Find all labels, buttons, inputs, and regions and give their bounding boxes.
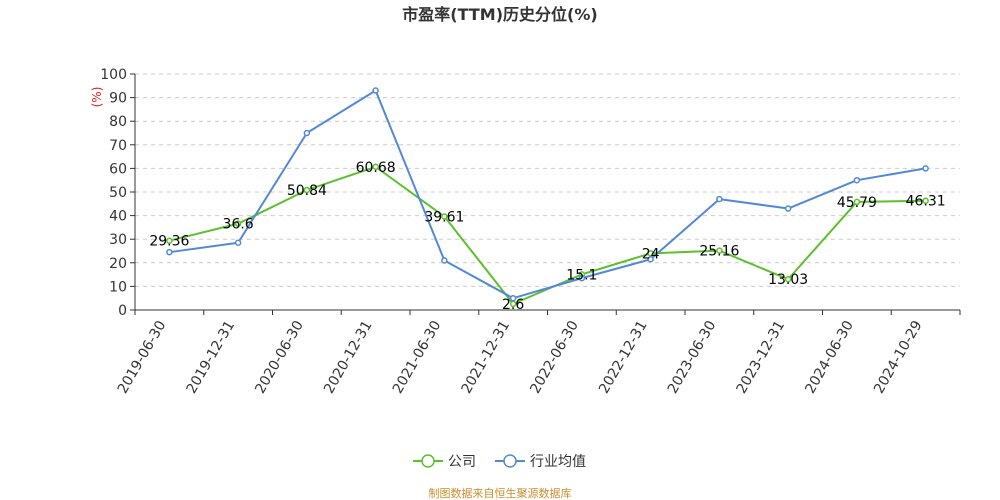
- y-tick-label: 60: [109, 161, 127, 177]
- y-tick-label: 0: [118, 303, 127, 319]
- series-1-point[interactable]: [922, 165, 929, 172]
- data-label: 46.31: [906, 194, 946, 210]
- data-label: 39.61: [424, 210, 464, 226]
- series-0-point[interactable]: [784, 275, 792, 283]
- series-1-point[interactable]: [784, 205, 792, 212]
- data-label: 45.79: [837, 195, 877, 211]
- data-label: 2.6: [502, 297, 524, 313]
- y-tick-label: 70: [109, 138, 127, 154]
- x-tick-label: 2020-06-30: [252, 318, 307, 396]
- x-tick-label: 2022-12-31: [596, 318, 651, 396]
- series-1-point[interactable]: [166, 248, 173, 256]
- series-1-point[interactable]: [853, 176, 861, 184]
- data-label: 13.03: [768, 272, 808, 288]
- data-label: 29.36: [149, 234, 189, 250]
- x-tick-label: 2021-12-31: [459, 318, 514, 396]
- series-1-point[interactable]: [509, 294, 517, 302]
- series-1-point[interactable]: [647, 256, 654, 263]
- y-axis-label: (%): [90, 87, 104, 108]
- series-0-point[interactable]: [647, 250, 654, 257]
- y-tick-label: 80: [109, 114, 127, 130]
- grid-lines: [135, 73, 960, 287]
- x-tick-label: 2023-12-31: [734, 318, 789, 396]
- series-1-point[interactable]: [372, 87, 379, 94]
- legend-label[interactable]: 行业均值: [530, 454, 586, 470]
- y-tick-label: 90: [109, 91, 127, 107]
- legend-swatch-marker: [421, 454, 435, 468]
- series-1-point[interactable]: [234, 239, 242, 246]
- data-labels: 29.36 36.6 50.84 60.68 39.61 2.6 15.1 24 25.16 13…: [149, 160, 945, 313]
- x-tick-label: 2022-06-30: [527, 318, 582, 396]
- y-tick-label: 100: [100, 67, 127, 83]
- series-1-point[interactable]: [716, 195, 723, 203]
- series-0-point[interactable]: [441, 213, 448, 220]
- legend-label[interactable]: 公司: [448, 454, 476, 470]
- data-label: 50.84: [287, 183, 327, 199]
- series-0-point[interactable]: [234, 220, 242, 227]
- series-0-point[interactable]: [303, 186, 311, 194]
- series-1-point[interactable]: [303, 129, 311, 137]
- series-0-point[interactable]: [166, 237, 173, 244]
- series-0-point[interactable]: [853, 198, 861, 206]
- chart-title: 市盈率(TTM)历史分位(%): [402, 5, 597, 24]
- x-tick-label: 2020-12-31: [321, 318, 376, 396]
- data-label: 36.6: [223, 217, 254, 233]
- series-line-1: [169, 89, 926, 300]
- x-tick-label: 2021-06-30: [390, 318, 445, 396]
- x-tick-label: 2019-06-30: [115, 318, 170, 396]
- legend: 公司 行业均值: [413, 454, 586, 470]
- y-tick-label: 40: [109, 209, 127, 225]
- data-label: 24: [642, 246, 660, 262]
- series-1-point[interactable]: [578, 274, 586, 282]
- legend-swatch-marker: [503, 454, 517, 468]
- series-0-point[interactable]: [922, 197, 929, 204]
- series-0-point[interactable]: [372, 163, 379, 171]
- x-tick-label: 2019-12-31: [184, 318, 239, 396]
- series-layer: [166, 87, 929, 308]
- y-tick-label: 10: [109, 279, 127, 295]
- data-label: 15.1: [566, 267, 597, 283]
- data-label: 60.68: [356, 160, 396, 176]
- y-tick-label: 30: [109, 232, 127, 248]
- series-0-point[interactable]: [716, 247, 723, 254]
- source-note: 制图数据来自恒生聚源数据库: [429, 486, 572, 500]
- x-tick-label: 2024-06-30: [802, 318, 857, 396]
- x-tick-label: 2024-10-29: [871, 318, 926, 396]
- series-1-point[interactable]: [441, 257, 448, 264]
- x-tick-label: 2023-06-30: [665, 318, 720, 396]
- data-label: 25.16: [699, 244, 739, 260]
- series-line-0: [169, 165, 926, 305]
- y-tick-label: 20: [109, 256, 127, 272]
- y-tick-label: 50: [109, 185, 127, 201]
